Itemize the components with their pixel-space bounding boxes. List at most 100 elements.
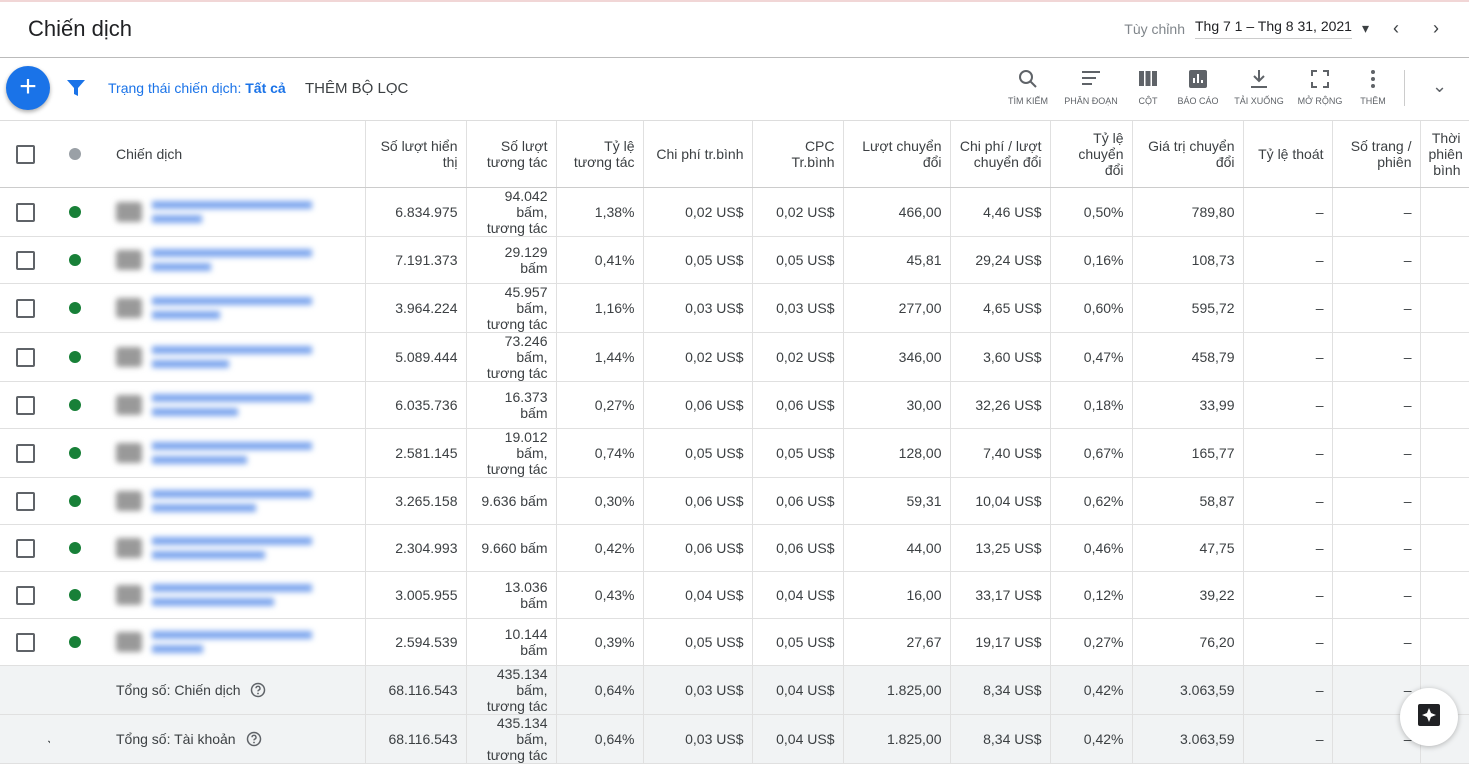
column-header[interactable]: Tỷ lệ chuyển đổi	[1049, 121, 1132, 188]
campaign-name[interactable]	[100, 477, 365, 525]
checkbox[interactable]	[15, 298, 35, 318]
checkbox[interactable]	[15, 395, 35, 415]
column-header[interactable]: Số lượt tương tác	[465, 121, 556, 188]
tool-button[interactable]: CỘT	[1118, 68, 1178, 106]
cell: 3.964.224	[364, 283, 466, 333]
cell: –	[1242, 665, 1332, 715]
column-header[interactable]: Chi phí tr.bình	[642, 121, 752, 188]
tool-button[interactable]: PHÂN ĐOẠN	[1061, 68, 1121, 106]
chevron[interactable]: ⌄	[45, 731, 50, 747]
cell-value: 0,42%	[1083, 682, 1124, 698]
cell: 0,03 US$	[642, 283, 752, 333]
total-label: Tổng số: Tài khoản	[100, 714, 365, 764]
cell-value: 0,74%	[594, 445, 635, 461]
date-range[interactable]: Thg 7 1 – Thg 8 31, 2021	[1194, 18, 1352, 39]
header: Chiến dịch Tùy chỉnh Thg 7 1 – Thg 8 31,…	[0, 0, 1469, 58]
tool-button[interactable]: TÌM KIẾM	[998, 68, 1058, 106]
add-button[interactable]: +	[6, 66, 50, 110]
cell: –	[1331, 236, 1420, 284]
cell: 0,60%	[1049, 283, 1132, 333]
checkbox[interactable]	[15, 250, 35, 270]
date-picker[interactable]: Tùy chỉnh Thg 7 1 – Thg 8 31, 2021 ▾ ‹ ›	[1124, 18, 1439, 39]
cell: 0,02 US$	[751, 332, 843, 382]
cell-value: 7,40 US$	[983, 445, 1042, 461]
cell-value: 8,34 US$	[983, 731, 1042, 747]
tool-button[interactable]: THÊM	[1343, 68, 1403, 106]
checkbox[interactable]	[15, 538, 35, 558]
tool-button[interactable]: TẢI XUỐNG	[1229, 68, 1289, 106]
campaign-name[interactable]	[100, 187, 365, 237]
cell-value: 4,46 US$	[983, 204, 1042, 220]
cell-value: –	[1403, 349, 1412, 365]
column-header[interactable]: Giá trị chuyển đổi	[1131, 121, 1243, 188]
assistant-button[interactable]	[1400, 688, 1458, 746]
blurred-name	[116, 537, 357, 559]
collapse[interactable]: ⌄	[1432, 76, 1448, 96]
campaign-name[interactable]	[100, 236, 365, 284]
column-header[interactable]: Chiến dịch	[100, 121, 365, 188]
status-dot	[69, 495, 81, 507]
expander[interactable]	[0, 665, 50, 715]
column-header[interactable]: Tỷ lệ thoát	[1242, 121, 1332, 188]
checkbox[interactable]	[15, 144, 35, 164]
add-filter[interactable]: THÊM BỘ LỌC	[305, 80, 409, 97]
column-header[interactable]: Thời phiên bình	[1419, 121, 1469, 188]
expander[interactable]: ⌄	[0, 714, 50, 764]
column-header[interactable]: Lượt chuyển đổi	[842, 121, 950, 188]
cell-value: 0,06 US$	[776, 397, 835, 413]
cell-value: 7.191.373	[395, 252, 458, 268]
checkbox[interactable]	[15, 585, 35, 605]
cell: 58,87	[1131, 477, 1243, 525]
campaign-name[interactable]	[100, 283, 365, 333]
cell-value: 0,50%	[1083, 204, 1124, 220]
cell-value: 0,06 US$	[776, 540, 835, 556]
checkbox[interactable]	[15, 202, 35, 222]
cell: 1.825,00	[842, 714, 950, 764]
cell: 0,18%	[1049, 381, 1132, 429]
campaign-name[interactable]	[100, 381, 365, 429]
cell: 0,02 US$	[642, 187, 752, 237]
campaign-name[interactable]	[100, 618, 365, 666]
cell: 0,03 US$	[751, 283, 843, 333]
column-label: Số lượt hiển thị	[380, 138, 458, 170]
help-icon[interactable]	[250, 682, 266, 698]
campaign-name[interactable]	[100, 428, 365, 478]
cell: 3.063,59	[1131, 665, 1243, 715]
campaign-name[interactable]	[100, 571, 365, 619]
checkbox[interactable]	[15, 491, 35, 511]
column-header[interactable]: Số trang / phiên	[1331, 121, 1420, 188]
cell-value: –	[1403, 300, 1412, 316]
cell: 0,05 US$	[642, 236, 752, 284]
tool-button[interactable]: MỞ RỘNG	[1290, 68, 1350, 106]
cell: 0,67%	[1049, 428, 1132, 478]
column-header[interactable]: Số lượt hiển thị	[364, 121, 466, 188]
cell-value: 94.042 bấm, tương tác	[486, 188, 548, 236]
cell-value: 789,80	[1191, 204, 1235, 220]
help-icon[interactable]	[246, 731, 262, 747]
checkbox[interactable]	[15, 443, 35, 463]
cell-value: 59,31	[906, 493, 942, 509]
cell: –	[1242, 381, 1332, 429]
cell: –	[1242, 477, 1332, 525]
filter-chip[interactable]: Trạng thái chiến dịch: Tất cả	[108, 80, 286, 96]
cell: –	[1242, 571, 1332, 619]
filter-icon[interactable]	[66, 78, 86, 98]
checkbox[interactable]	[15, 347, 35, 367]
column-header[interactable]: Chi phí / lượt chuyển đổi	[949, 121, 1050, 188]
column-header[interactable]: Tỷ lệ tương tác	[555, 121, 643, 188]
status-dot	[69, 148, 81, 160]
next[interactable]: ›	[1433, 18, 1439, 38]
tool-label: MỞ RỘNG	[1297, 96, 1343, 106]
cell: –	[1242, 187, 1332, 237]
total-label-text: Tổng số: Tài khoản	[116, 731, 236, 747]
prev[interactable]: ‹	[1393, 18, 1399, 38]
checkbox[interactable]	[15, 632, 35, 652]
cell: 19.012 bấm, tương tác	[465, 428, 556, 478]
cell-value: 0,03 US$	[685, 731, 744, 747]
campaign-name[interactable]	[100, 332, 365, 382]
tool-button[interactable]: BÁO CÁO	[1168, 68, 1228, 106]
cell-value: 0,04 US$	[685, 587, 744, 603]
column-header[interactable]: CPC Tr.bình	[751, 121, 843, 188]
campaign-name[interactable]	[100, 524, 365, 572]
dropdown[interactable]: ▾	[1361, 20, 1369, 36]
